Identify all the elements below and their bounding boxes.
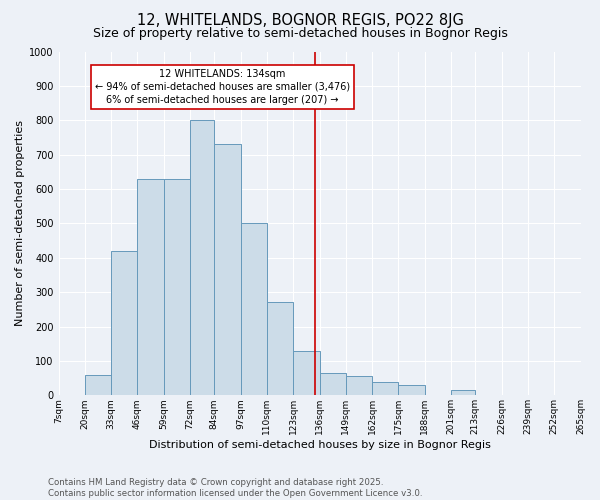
Text: Size of property relative to semi-detached houses in Bognor Regis: Size of property relative to semi-detach… <box>92 28 508 40</box>
Bar <box>267 302 293 396</box>
Y-axis label: Number of semi-detached properties: Number of semi-detached properties <box>15 120 25 326</box>
Bar <box>137 178 164 396</box>
Bar <box>111 251 137 396</box>
Bar <box>451 390 475 396</box>
Bar <box>398 385 425 396</box>
Bar <box>346 376 372 396</box>
Text: Contains HM Land Registry data © Crown copyright and database right 2025.
Contai: Contains HM Land Registry data © Crown c… <box>48 478 422 498</box>
Text: 12 WHITELANDS: 134sqm
← 94% of semi-detached houses are smaller (3,476)
6% of se: 12 WHITELANDS: 134sqm ← 94% of semi-deta… <box>95 68 350 105</box>
Bar <box>164 178 190 396</box>
Text: 12, WHITELANDS, BOGNOR REGIS, PO22 8JG: 12, WHITELANDS, BOGNOR REGIS, PO22 8JG <box>137 12 463 28</box>
Bar <box>214 144 241 396</box>
Bar <box>293 350 320 396</box>
Bar <box>372 382 398 396</box>
Bar <box>190 120 214 396</box>
Bar <box>320 373 346 396</box>
Bar <box>85 374 111 396</box>
Bar <box>241 224 267 396</box>
X-axis label: Distribution of semi-detached houses by size in Bognor Regis: Distribution of semi-detached houses by … <box>149 440 490 450</box>
